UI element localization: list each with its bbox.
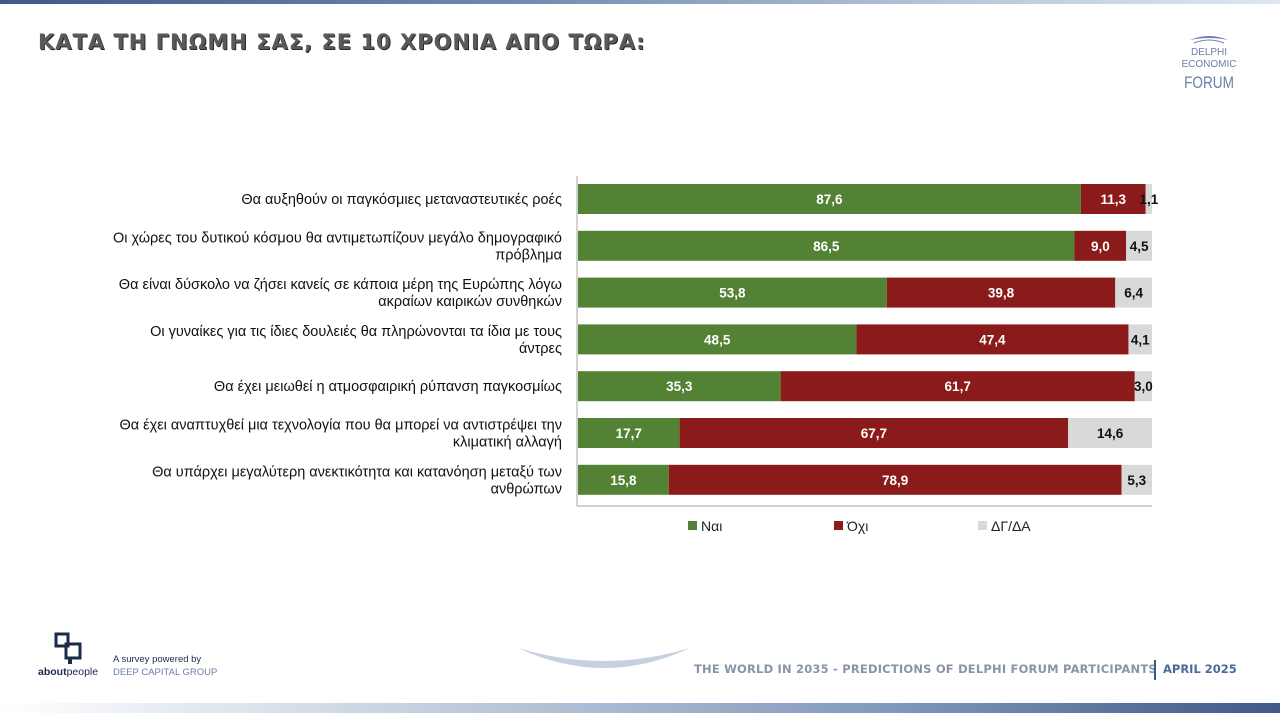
delphi-logo-icon (1190, 36, 1228, 44)
category-label: Θα έχει αναπτυχθεί μια τεχνολογία που θα… (119, 418, 562, 451)
bar-segment-dk (1068, 418, 1152, 448)
data-label: 1,1 (1139, 192, 1158, 207)
bar-segment-yes (578, 277, 887, 308)
category-label: Θα έχει μειωθεί η ατμοσφαιρική ρύπανση π… (214, 379, 562, 395)
category-label-line: κλιματική αλλαγή (453, 435, 562, 451)
bar-segment-yes (578, 184, 1081, 214)
data-label: 5,3 (1127, 473, 1146, 488)
category-labels: Θα αυξηθούν οι παγκόσμιες μεταναστευτικέ… (113, 192, 562, 497)
data-label: 39,8 (988, 286, 1015, 301)
data-label: 48,5 (704, 332, 731, 347)
data-label: 4,1 (1131, 332, 1150, 347)
value-labels: 87,6 11,3 1,1 86,5 9,0 4,5 53,8 39,8 6,4 48,5 47,4… (610, 192, 1159, 488)
category-label-line: ανθρώπων (491, 481, 562, 497)
category-label: Οι γυναίκες για τις ίδιες δουλειές θα πλ… (150, 324, 562, 357)
bar-segment-dk (1134, 371, 1152, 402)
data-label: 78,9 (882, 473, 908, 488)
chart-legend: Ναι Όχι ΔΓ/ΔΑ (688, 518, 1031, 534)
category-label-line: Θα έχει αναπτυχθεί μια τεχνολογία που θα… (119, 418, 562, 434)
bar-segment-no (1080, 184, 1146, 214)
brand-line-delphi: DELPHI (1190, 47, 1228, 58)
aboutpeople-logo-icon (54, 632, 82, 664)
bar-segment-no (668, 464, 1122, 495)
bar-segment-yes (578, 418, 680, 448)
bar-segment-no (780, 371, 1135, 402)
data-label: 67,7 (861, 426, 887, 441)
data-label: 61,7 (945, 379, 971, 394)
bar-segment-yes (578, 464, 669, 495)
bar-segment-dk (1126, 230, 1152, 261)
data-label: 9,0 (1091, 239, 1110, 254)
legend-swatch (978, 521, 987, 530)
footer-date: APRIL 2025 (1163, 662, 1237, 676)
category-label: Οι χώρες του δυτικού κόσμου θα αντιμετωπ… (113, 230, 562, 263)
data-label: 15,8 (610, 473, 637, 488)
brand-line-forum: FORUM (1184, 73, 1234, 92)
data-label: 11,3 (1100, 192, 1126, 207)
bar-segment-yes (578, 324, 857, 355)
legend-swatch (688, 521, 697, 530)
legend-label: ΔΓ/ΔΑ (991, 518, 1031, 534)
category-label-line: πρόβλημα (495, 247, 562, 263)
brand-light-part: people (66, 666, 99, 678)
category-label-line: Θα αυξηθούν οι παγκόσμιες μεταναστευτικέ… (241, 192, 562, 208)
swoosh-decoration-icon (518, 648, 690, 668)
category-label-line: ακραίων καιρικών συνθηκών (378, 294, 562, 310)
bar-segment-dk (1128, 324, 1152, 355)
bottom-accent-bar (0, 703, 1280, 713)
brand-line-economic: ECONOMIC (1181, 59, 1237, 70)
category-label-line: Θα είναι δύσκολο να ζήσει κανείς σε κάπο… (119, 277, 562, 293)
bar-segment-no (856, 324, 1129, 355)
data-label: 35,3 (666, 379, 693, 394)
category-label: Θα είναι δύσκολο να ζήσει κανείς σε κάπο… (119, 277, 562, 310)
footer-separator (1154, 660, 1156, 680)
footer-tagline: THE WORLD IN 2035 - PREDICTIONS OF DELPH… (694, 662, 1157, 676)
bar-segment-no (679, 418, 1069, 448)
bar-segment-no (1074, 230, 1127, 261)
page-title: ΚΑΤΑ ΤΗ ΓΝΩΜΗ ΣΑΣ, ΣΕ 10 ΧΡΟΝΙΑ ΑΠΟ ΤΩΡΑ… (38, 30, 646, 54)
survey-powered-by: A survey powered by (113, 654, 202, 665)
bar-segment-no (886, 277, 1116, 308)
data-label: 47,4 (979, 332, 1006, 347)
bar-segment-dk (1145, 184, 1152, 214)
aboutpeople-brand: aboutpeople (38, 666, 98, 678)
category-label-line: Οι γυναίκες για τις ίδιες δουλειές θα πλ… (150, 324, 562, 340)
survey-company: DEEP CAPITAL GROUP (113, 667, 218, 678)
bar-segment-dk (1115, 277, 1152, 308)
legend-swatch (834, 521, 843, 530)
data-label: 53,8 (719, 286, 746, 301)
bar-segment-yes (578, 371, 781, 402)
data-label: 4,5 (1130, 239, 1149, 254)
top-accent-bar (0, 0, 1280, 4)
category-label-line: άντρες (519, 341, 562, 357)
data-label: 14,6 (1097, 426, 1124, 441)
data-label: 87,6 (816, 192, 843, 207)
legend-label: Ναι (701, 518, 722, 534)
category-label-line: Οι χώρες του δυτικού κόσμου θα αντιμετωπ… (113, 230, 562, 246)
category-label: Θα υπάρχει μεγαλύτερη ανεκτικότητα και κ… (152, 464, 562, 497)
legend-label: Όχι (846, 518, 868, 534)
category-label-line: Θα υπάρχει μεγαλύτερη ανεκτικότητα και κ… (152, 464, 562, 480)
category-label: Θα αυξηθούν οι παγκόσμιες μεταναστευτικέ… (241, 192, 562, 208)
data-label: 6,4 (1124, 286, 1143, 301)
bar-segment-dk (1121, 464, 1152, 495)
category-label-line: Θα έχει μειωθεί η ατμοσφαιρική ρύπανση π… (214, 379, 562, 395)
data-label: 17,7 (616, 426, 642, 441)
bar-segments (578, 184, 1152, 495)
data-label: 3,0 (1134, 379, 1153, 394)
bar-segment-yes (578, 230, 1075, 261)
data-label: 86,5 (813, 239, 840, 254)
brand-bold-part: about (38, 666, 67, 678)
